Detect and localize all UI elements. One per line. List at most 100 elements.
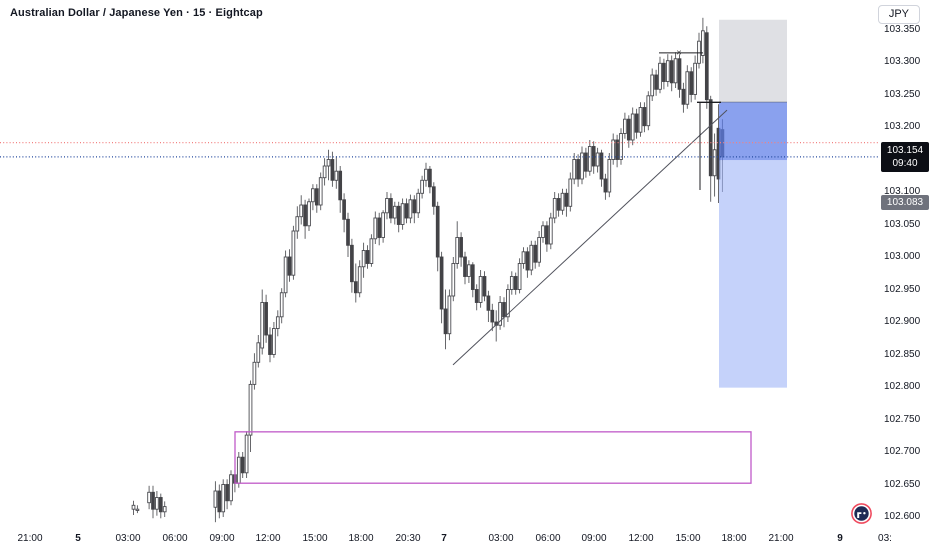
time-tick-label: 09:00 (209, 533, 235, 544)
candle-up (623, 112, 627, 139)
purple-range-box[interactable] (234, 431, 752, 484)
time-axis[interactable]: 21:00 5 03:00 06:00 09:00 12:00 15:00 18:00 20:3… (0, 530, 932, 550)
current-price-value: 103.154 (886, 144, 924, 156)
candle-up (467, 260, 471, 283)
time-tick-label: 03: (878, 533, 892, 544)
time-tick-day-label: 9 (837, 533, 843, 544)
candle-down (482, 271, 487, 302)
price-tick-label: 102.950 (884, 283, 921, 295)
candle-down (704, 26, 709, 109)
candle-up (236, 452, 241, 488)
time-tick-label: 03:00 (488, 533, 514, 544)
candle-down (545, 221, 549, 252)
candle-down (677, 54, 682, 98)
candle-down (513, 272, 518, 295)
candle-up (373, 211, 378, 244)
price-axis[interactable]: 103.154 09:40 103.083 103.350 103.300 103.… (880, 0, 932, 530)
candle-up (447, 289, 452, 341)
candle-up (283, 250, 288, 298)
candle-down (599, 149, 604, 187)
candle-down (264, 294, 268, 343)
candle-down (490, 303, 495, 332)
candle-down (377, 212, 382, 246)
candle-up (607, 153, 612, 198)
time-tick-label: 12:00 (255, 533, 281, 544)
candle-up (213, 481, 218, 523)
candle-up (619, 128, 623, 165)
candle-up (260, 289, 265, 355)
candle-down (365, 245, 370, 269)
candle-down (240, 452, 245, 478)
candle-down (342, 193, 346, 233)
candle-up (521, 247, 526, 269)
gray-supply-box[interactable] (719, 19, 787, 103)
logo-dot (863, 512, 866, 515)
candle-up (478, 270, 483, 308)
candle-up (369, 234, 374, 267)
candle-up (295, 206, 300, 239)
candle-down (591, 141, 596, 174)
candle-up (611, 133, 616, 165)
price-tick-label: 103.050 (884, 218, 921, 230)
price-tick-label: 102.850 (884, 348, 921, 360)
candle-up (279, 288, 284, 324)
candle-up (595, 147, 600, 173)
trendline[interactable] (452, 109, 728, 366)
price-tick-label: 102.700 (884, 446, 921, 457)
time-tick-label: 15:00 (675, 533, 701, 544)
candle-down (459, 232, 463, 267)
blue-entry-box[interactable] (719, 102, 787, 161)
time-tick-label: 03:00 (115, 533, 141, 544)
bar-countdown: 09:40 (892, 157, 918, 169)
candle-up (529, 240, 534, 276)
candle-up (646, 91, 651, 131)
candle-up (272, 322, 276, 358)
time-tick-label: 15:00 (302, 533, 328, 544)
price-tick-label: 103.350 (884, 23, 921, 35)
price-tick-label: 102.800 (884, 381, 921, 392)
time-tick-label: 21:00 (768, 533, 794, 544)
candle-down (412, 195, 417, 224)
time-tick-label: 20:30 (395, 533, 421, 544)
candle-up (455, 221, 460, 269)
candle-up (244, 431, 249, 478)
candle-down (396, 201, 401, 233)
candle-down (662, 58, 666, 90)
candle-up (638, 102, 643, 137)
currency-toggle-button[interactable]: JPY (877, 5, 920, 24)
candle-up (392, 201, 397, 225)
candle-up (334, 156, 339, 189)
price-tick-label: 103.300 (884, 56, 921, 67)
candle-down (428, 166, 432, 194)
time-tick-label: 06:00 (535, 533, 561, 544)
time-tick-label: 18:00 (348, 533, 374, 544)
candle-up (658, 56, 662, 94)
candle-up (416, 188, 421, 218)
candle-up (256, 335, 261, 368)
candle-up (385, 192, 389, 220)
logo-inner-circle (854, 506, 869, 521)
price-tick-label: 103.250 (884, 88, 921, 100)
candle-up (541, 221, 545, 243)
candle-down (642, 102, 647, 133)
candle-up (408, 194, 413, 224)
candle-up (311, 184, 315, 211)
candle-down (217, 484, 222, 519)
symbol-legend[interactable]: Australian Dollar / Japanese Yen · 15 · … (10, 7, 263, 19)
candle-up (275, 310, 280, 337)
candle-up (701, 17, 705, 64)
candle-down (158, 493, 163, 519)
candle-up (420, 175, 424, 199)
candle-up (673, 52, 678, 88)
tradingview-logo[interactable] (851, 503, 872, 524)
candle-up (248, 380, 253, 452)
candle-down (564, 188, 569, 217)
candle-up (162, 501, 167, 517)
blue-target-box[interactable] (719, 160, 787, 388)
candle-up (509, 271, 514, 295)
candle-up (155, 491, 159, 516)
candle-up (326, 149, 331, 181)
candle-down (681, 82, 686, 113)
candle-down (350, 238, 354, 293)
